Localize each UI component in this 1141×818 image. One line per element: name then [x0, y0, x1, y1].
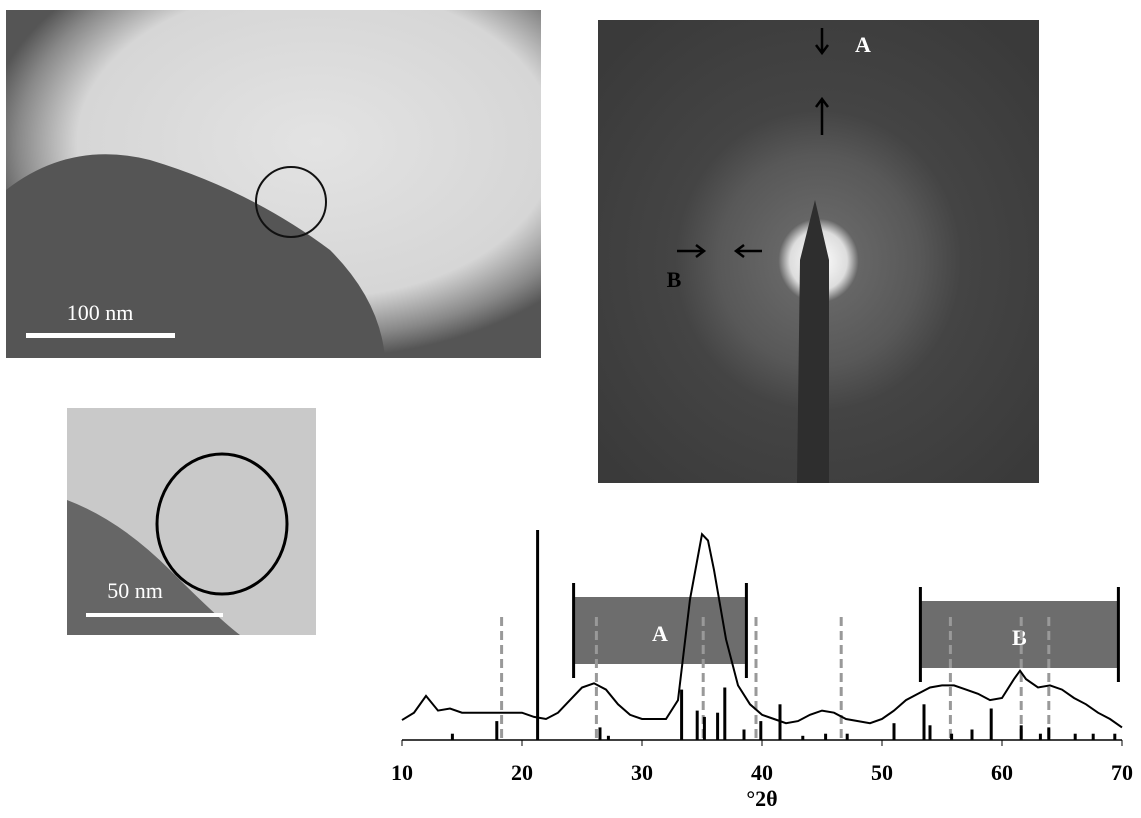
x-tick-label: 70: [1111, 760, 1133, 785]
region-label: B: [1012, 625, 1027, 650]
scale-label: 50 nm: [107, 578, 163, 603]
tem-image: 100 nm: [6, 10, 541, 358]
region-label: A: [652, 621, 668, 646]
figure: 100 nm A B 50 nm A B 10 20 30 40 50 60 70 °2θ: [0, 0, 1141, 813]
x-axis-label: °2θ: [746, 786, 777, 811]
x-tick-label: 60: [991, 760, 1013, 785]
xrd-chart: A B 10 20 30 40 50 60 70 °2θ: [391, 530, 1133, 811]
x-tick-label: 10: [391, 760, 413, 785]
x-tick-label: 20: [511, 760, 533, 785]
saed-label: A: [855, 32, 871, 57]
x-tick-label: 30: [631, 760, 653, 785]
x-tick-label: 40: [751, 760, 773, 785]
x-tick-label: 50: [871, 760, 893, 785]
hrtem-image: 50 nm: [67, 408, 316, 635]
saed-label: B: [667, 267, 682, 292]
saed-image: A B: [598, 20, 1039, 483]
scale-label: 100 nm: [67, 300, 134, 325]
